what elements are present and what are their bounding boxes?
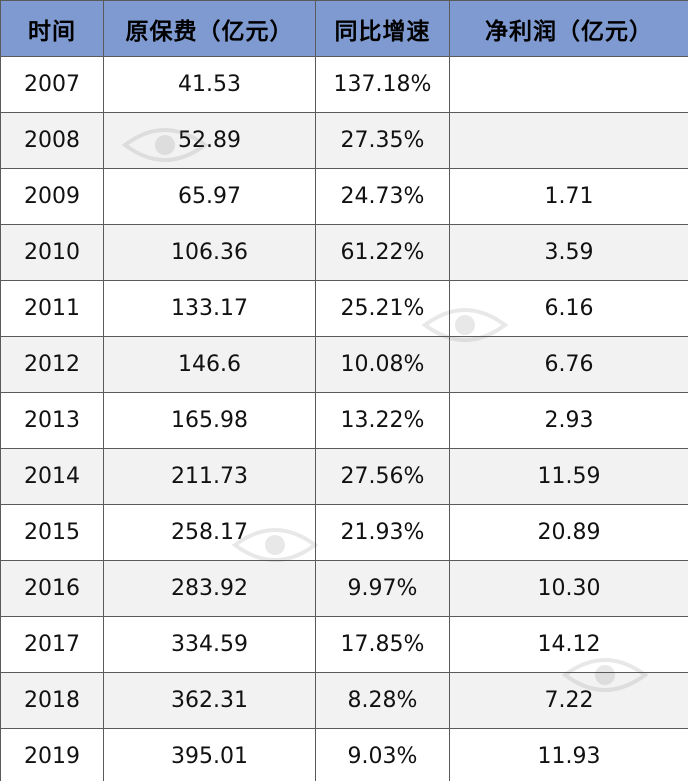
cell-net-profit (449, 56, 688, 113)
cell-year: 2014 (0, 448, 104, 505)
table-row: 2016 283.92 9.97% 10.30 (0, 560, 688, 617)
cell-net-profit: 11.93 (449, 728, 688, 781)
cell-premium: 395.01 (103, 728, 316, 781)
cell-net-profit: 7.22 (449, 672, 688, 729)
cell-net-profit: 20.89 (449, 504, 688, 561)
table-row: 2009 65.97 24.73% 1.71 (0, 168, 688, 225)
cell-year: 2018 (0, 672, 104, 729)
table-row: 2010 106.36 61.22% 3.59 (0, 224, 688, 281)
header-growth: 同比增速 (315, 0, 450, 57)
table-row: 2007 41.53 137.18% (0, 56, 688, 113)
cell-net-profit: 3.59 (449, 224, 688, 281)
cell-net-profit: 14.12 (449, 616, 688, 673)
table-row: 2018 362.31 8.28% 7.22 (0, 672, 688, 729)
cell-net-profit (449, 112, 688, 169)
cell-premium: 41.53 (103, 56, 316, 113)
cell-growth: 10.08% (315, 336, 450, 393)
cell-year: 2008 (0, 112, 104, 169)
cell-net-profit: 10.30 (449, 560, 688, 617)
cell-growth: 17.85% (315, 616, 450, 673)
cell-net-profit: 2.93 (449, 392, 688, 449)
cell-premium: 258.17 (103, 504, 316, 561)
header-premium: 原保费（亿元） (103, 0, 316, 57)
cell-growth: 13.22% (315, 392, 450, 449)
table-row: 2015 258.17 21.93% 20.89 (0, 504, 688, 561)
table-row: 2011 133.17 25.21% 6.16 (0, 280, 688, 337)
cell-year: 2019 (0, 728, 104, 781)
table-row: 2014 211.73 27.56% 11.59 (0, 448, 688, 505)
header-year: 时间 (0, 0, 104, 57)
cell-growth: 8.28% (315, 672, 450, 729)
cell-premium: 362.31 (103, 672, 316, 729)
header-net-profit: 净利润（亿元） (449, 0, 688, 57)
cell-growth: 9.97% (315, 560, 450, 617)
cell-premium: 334.59 (103, 616, 316, 673)
cell-year: 2016 (0, 560, 104, 617)
cell-premium: 211.73 (103, 448, 316, 505)
table-row: 2012 146.6 10.08% 6.76 (0, 336, 688, 393)
table-row: 2019 395.01 9.03% 11.93 (0, 728, 688, 781)
cell-premium: 283.92 (103, 560, 316, 617)
cell-year: 2009 (0, 168, 104, 225)
cell-premium: 165.98 (103, 392, 316, 449)
cell-year: 2010 (0, 224, 104, 281)
cell-growth: 137.18% (315, 56, 450, 113)
cell-premium: 52.89 (103, 112, 316, 169)
table-row: 2013 165.98 13.22% 2.93 (0, 392, 688, 449)
cell-premium: 146.6 (103, 336, 316, 393)
table-row: 2017 334.59 17.85% 14.12 (0, 616, 688, 673)
cell-growth: 61.22% (315, 224, 450, 281)
cell-growth: 25.21% (315, 280, 450, 337)
cell-premium: 106.36 (103, 224, 316, 281)
cell-year: 2012 (0, 336, 104, 393)
cell-year: 2007 (0, 56, 104, 113)
cell-growth: 24.73% (315, 168, 450, 225)
cell-year: 2011 (0, 280, 104, 337)
cell-growth: 27.35% (315, 112, 450, 169)
cell-year: 2013 (0, 392, 104, 449)
cell-net-profit: 6.76 (449, 336, 688, 393)
cell-premium: 65.97 (103, 168, 316, 225)
cell-net-profit: 11.59 (449, 448, 688, 505)
header-row: 时间 原保费（亿元） 同比增速 净利润（亿元） (0, 0, 688, 57)
cell-premium: 133.17 (103, 280, 316, 337)
cell-year: 2017 (0, 616, 104, 673)
cell-growth: 21.93% (315, 504, 450, 561)
table-row: 2008 52.89 27.35% (0, 112, 688, 169)
cell-net-profit: 6.16 (449, 280, 688, 337)
cell-growth: 27.56% (315, 448, 450, 505)
cell-growth: 9.03% (315, 728, 450, 781)
cell-year: 2015 (0, 504, 104, 561)
cell-net-profit: 1.71 (449, 168, 688, 225)
